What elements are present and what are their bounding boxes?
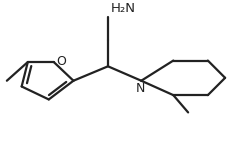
Text: N: N xyxy=(136,82,145,95)
Text: O: O xyxy=(56,55,66,68)
Text: H₂N: H₂N xyxy=(110,2,135,15)
